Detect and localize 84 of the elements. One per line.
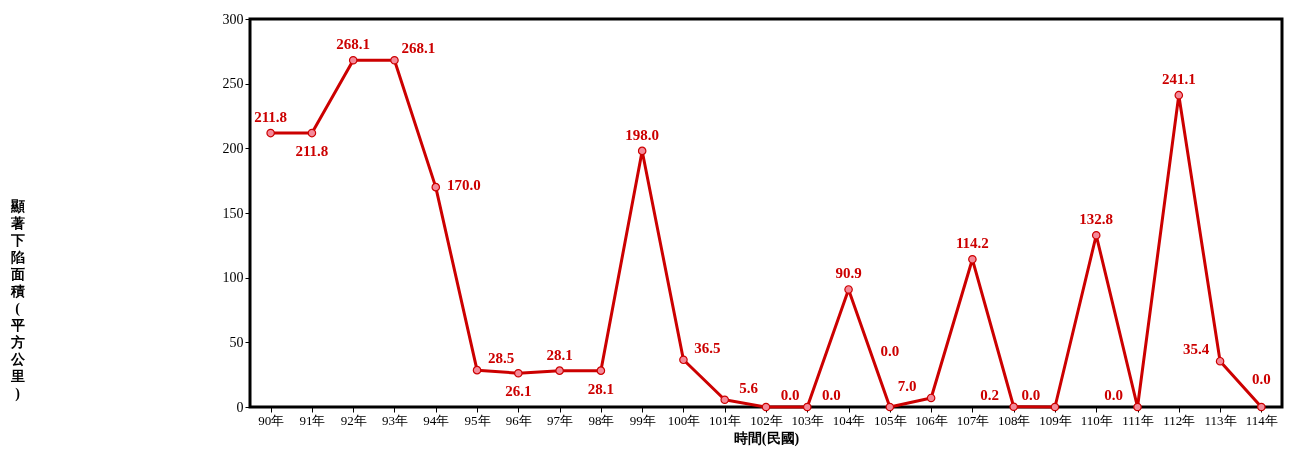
point (761, 402, 771, 412)
data-label: 0.0 (1104, 387, 1123, 403)
x-tick-label: 103年 (791, 412, 825, 428)
data-label: 28.1 (546, 346, 573, 363)
x-tick-label: 111年 (1122, 412, 1154, 428)
x-tick-label: 92年 (340, 412, 367, 428)
point (1009, 402, 1018, 412)
point (679, 355, 688, 365)
x-tick-label: 99年 (629, 412, 656, 428)
y-tick-label: 100 (222, 270, 244, 286)
data-label: 36.5 (694, 339, 721, 356)
data-label: 90.9 (835, 265, 862, 282)
x-tick-label: 104年 (832, 412, 866, 428)
x-axis-title: 時間(民國) (733, 430, 800, 447)
point (1091, 230, 1101, 240)
point (926, 393, 936, 403)
data-label: 114.2 (955, 235, 989, 252)
x-tick-label: 109年 (1039, 412, 1072, 428)
data-label: 7.0 (897, 377, 917, 394)
point (555, 366, 564, 375)
data-label: 0.0 (1251, 371, 1271, 387)
text: 顯著下陷面積(平方公里) (10, 198, 25, 401)
data-label: 0.0 (880, 343, 900, 359)
point (472, 365, 482, 375)
point (1215, 356, 1225, 366)
x-tick-label: 101年 (708, 412, 742, 428)
point (802, 402, 812, 412)
data-label: 28.1 (587, 380, 615, 397)
point (266, 128, 275, 138)
data-label: 211.8 (254, 109, 288, 126)
x-tick-label: 112年 (1163, 412, 1196, 428)
x-tick-label: 114年 (1245, 412, 1278, 428)
point (1174, 90, 1184, 100)
point (390, 55, 399, 65)
data-label: 0.2 (980, 386, 1000, 403)
data-label: 132.8 (1079, 211, 1114, 228)
x-tick-label: 98年 (588, 412, 615, 428)
x-tick-label: 102年 (750, 412, 783, 428)
x-tick-label: 90年 (258, 412, 285, 428)
data-label: 0.0 (1021, 387, 1041, 403)
point (1050, 402, 1060, 412)
x-tick-label: 95年 (464, 412, 491, 428)
y-tick-label: 250 (222, 76, 244, 92)
data-label: 170.0 (446, 177, 481, 194)
y-tick-label: 0 (236, 399, 244, 415)
x-tick-label: 93年 (381, 412, 408, 428)
x-tick-label: 100年 (667, 412, 701, 428)
x-tick-label: 108年 (997, 412, 1031, 428)
data-label: 241.1 (1161, 71, 1196, 88)
data-label: 5.6 (739, 379, 759, 396)
x-tick-label: 91年 (299, 412, 326, 428)
x-tick-label: 110年 (1080, 412, 1113, 428)
data-label: 198.0 (625, 126, 660, 143)
point (1257, 402, 1266, 412)
point (348, 55, 358, 65)
data-label: 0.0 (780, 387, 800, 403)
point (514, 368, 523, 378)
point (1133, 402, 1142, 412)
data-label: 28.5 (487, 350, 515, 367)
point (637, 146, 647, 156)
data-label: 26.1 (505, 383, 532, 400)
x-tick-label: 94年 (423, 412, 450, 428)
x-tick-label: 97年 (547, 412, 574, 428)
point (431, 182, 441, 192)
y-tick-label: 200 (222, 140, 244, 156)
point (596, 366, 606, 375)
x-tick-label: 107年 (956, 412, 990, 428)
point (968, 255, 977, 264)
x-tick-label: 106年 (915, 412, 948, 428)
point (844, 285, 853, 294)
point (885, 402, 895, 412)
data-label: 35.4 (1182, 341, 1210, 358)
data-label: 211.8 (295, 143, 329, 160)
data-label: 268.1 (336, 36, 371, 53)
y-tick-label: 300 (222, 11, 244, 27)
y-tick-label: 50 (229, 334, 244, 350)
x-tick-label: 96年 (505, 412, 532, 428)
x-tick-label: 105年 (874, 412, 907, 428)
data-label: 0.0 (821, 387, 841, 403)
x-tick-label: 113年 (1204, 412, 1237, 428)
data-label: 268.1 (401, 40, 436, 57)
point (307, 128, 317, 138)
y-tick-label: 150 (222, 205, 244, 221)
point (720, 395, 730, 405)
